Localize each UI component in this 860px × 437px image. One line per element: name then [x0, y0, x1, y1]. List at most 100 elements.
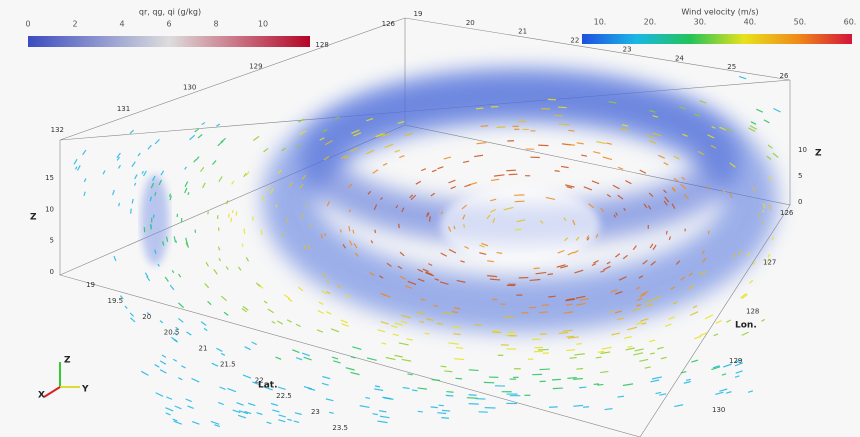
- arrow: [497, 253, 503, 254]
- arrow: [573, 405, 583, 406]
- arrow: [456, 378, 463, 379]
- colorbar-tick-label: 60.: [844, 18, 857, 27]
- colorbar-tick-label: 10.: [594, 18, 607, 27]
- arrow: [596, 357, 602, 358]
- arrow: [353, 230, 354, 233]
- arrow: [555, 115, 563, 116]
- tick-label: 128: [315, 41, 328, 49]
- arrow: [666, 231, 667, 234]
- arrow: [542, 305, 549, 306]
- arrow: [446, 392, 453, 393]
- tick-label: 25: [727, 63, 736, 71]
- arrow: [375, 230, 376, 233]
- arrow: [548, 296, 555, 297]
- tick-label: 126: [780, 209, 794, 217]
- tick-label: 127: [763, 258, 776, 266]
- tick-label: 5: [50, 237, 54, 245]
- tick-label: 126: [382, 20, 396, 28]
- tick-label: 22: [570, 37, 579, 45]
- arrow: [276, 205, 277, 208]
- tick-label: 23: [311, 408, 320, 416]
- arrow: [302, 214, 303, 219]
- colorbar-title: Wind velocity (m/s): [681, 8, 758, 17]
- arrow: [567, 378, 576, 379]
- arrow: [481, 126, 489, 127]
- arrow: [236, 211, 237, 215]
- colorbar-tick-label: 2: [72, 20, 77, 29]
- colorbar-tick-label: 40.: [744, 18, 757, 27]
- arrow: [772, 236, 773, 240]
- arrow: [576, 344, 581, 345]
- arrow: [515, 201, 525, 202]
- arrow: [341, 229, 342, 232]
- visualization: 1919.52020.52121.52222.52323.51261271281…: [0, 0, 860, 437]
- colorbar-tick-label: 30.: [694, 18, 707, 27]
- arrow: [119, 203, 120, 206]
- colorbar-tick-label: 10: [258, 20, 268, 29]
- tick-label: 15: [45, 174, 54, 182]
- arrow: [431, 407, 438, 408]
- tick-label: 23.5: [332, 424, 348, 432]
- arrow: [558, 107, 567, 108]
- arrow: [553, 388, 563, 389]
- tick-label: 131: [117, 105, 130, 113]
- colorbar-title: qr, qg, qi (g/kg): [139, 8, 201, 17]
- arrow: [576, 369, 583, 370]
- tick-label: 21: [518, 28, 527, 36]
- orient-y: Y: [81, 385, 89, 395]
- arrow: [446, 395, 454, 396]
- tick-label: 128: [746, 308, 759, 316]
- arrow: [594, 384, 599, 385]
- tick-label: 20: [466, 19, 475, 27]
- right-z-label: Z: [815, 149, 822, 159]
- arrow: [469, 370, 479, 371]
- arrow: [763, 210, 764, 213]
- arrow: [583, 407, 589, 408]
- tick-label: 19.5: [108, 297, 124, 305]
- tick-label: 5: [798, 172, 802, 180]
- arrow: [555, 171, 560, 172]
- arrow: [579, 387, 586, 388]
- arrow: [349, 226, 350, 231]
- tick-label: 130: [712, 406, 725, 414]
- arrow: [349, 210, 350, 213]
- tick-label: 130: [183, 84, 196, 92]
- arrow: [441, 366, 447, 367]
- colorbar-tick-label: 0: [25, 20, 30, 29]
- tick-label: 10: [798, 146, 807, 154]
- lon-label: Lon.: [735, 321, 757, 331]
- arrow: [244, 229, 245, 234]
- arrow: [568, 130, 574, 131]
- tick-label: 129: [249, 62, 262, 70]
- arrow: [597, 384, 603, 385]
- arrow: [467, 398, 478, 399]
- arrow: [456, 348, 463, 349]
- arrow: [439, 405, 444, 406]
- arrow: [476, 108, 483, 109]
- colorbar-tick-label: 6: [166, 20, 171, 29]
- arrow: [534, 268, 540, 269]
- colorbar-tick-label: 4: [119, 20, 124, 29]
- orient-z: Z: [64, 356, 71, 366]
- tick-label: 19: [86, 281, 95, 289]
- colorbar-tick-label: 50.: [794, 18, 807, 27]
- arrow: [570, 358, 577, 359]
- arrow: [552, 379, 561, 380]
- colorbar-tick-label: 20.: [644, 18, 657, 27]
- arrow: [548, 274, 553, 275]
- arrow: [506, 170, 516, 171]
- tick-label: 19: [414, 10, 423, 18]
- arrow: [464, 224, 465, 228]
- tick-label: 21: [199, 345, 208, 353]
- lat-label: Lat.: [258, 381, 278, 391]
- arrow: [469, 404, 479, 405]
- arrow: [490, 279, 500, 280]
- arrow: [442, 410, 450, 411]
- z-label: Z: [30, 213, 37, 223]
- tick-label: 26: [780, 72, 789, 80]
- tick-label: 23: [623, 45, 632, 53]
- orient-x: X: [38, 391, 45, 401]
- arrow: [475, 325, 482, 326]
- arrow: [758, 214, 759, 217]
- arrow: [538, 145, 548, 146]
